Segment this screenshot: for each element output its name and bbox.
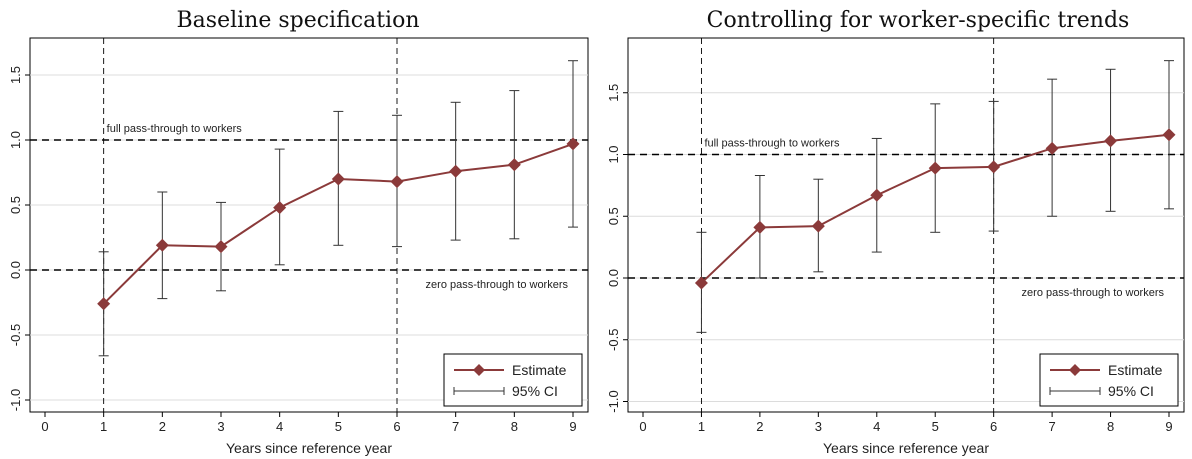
plot-frame bbox=[627, 37, 1185, 413]
chart-panel-worker-trends: Controlling for worker-specific trends -1… bbox=[596, 0, 1192, 459]
legend-estimate-marker bbox=[1069, 364, 1081, 376]
legend-estimate-marker bbox=[473, 364, 485, 376]
legend-label-estimate: Estimate bbox=[1108, 362, 1163, 378]
x-tick-label: 3 bbox=[217, 419, 224, 434]
estimate-point bbox=[331, 172, 345, 186]
x-tick-label: 0 bbox=[41, 419, 48, 434]
estimate-point bbox=[507, 158, 521, 172]
x-tick-label: 7 bbox=[1048, 419, 1055, 434]
chart-panel-baseline: Baseline specification -1.0 -0.5 0.0 0.5 1.0 1… bbox=[8, 8, 589, 456]
y-tick-label: 0.5 bbox=[606, 207, 621, 225]
chart-title: Controlling for worker-specific trends bbox=[707, 8, 1130, 33]
legend: Estimate 95% CI bbox=[1039, 353, 1179, 407]
estimate-point bbox=[97, 297, 111, 311]
y-tick-label: 0.5 bbox=[8, 196, 23, 214]
legend-box bbox=[443, 353, 583, 407]
x-tick-label: 4 bbox=[873, 419, 880, 434]
chart-worker-trends: Controlling for worker-specific trends -1… bbox=[606, 8, 1185, 456]
estimate-point bbox=[390, 175, 404, 189]
y-tick-label: 1.0 bbox=[606, 145, 621, 163]
y-tick-label: -0.5 bbox=[606, 329, 621, 351]
estimate-point bbox=[928, 161, 942, 175]
y-tick-label: 0.0 bbox=[8, 261, 23, 279]
x-tick-label: 5 bbox=[932, 419, 939, 434]
estimate-point bbox=[1045, 141, 1059, 155]
legend-label-estimate: Estimate bbox=[512, 362, 567, 378]
legend-label-ci: 95% CI bbox=[1108, 383, 1154, 399]
reference-label-zero: zero pass-through to workers bbox=[426, 279, 569, 291]
x-tick-label: 8 bbox=[511, 419, 518, 434]
y-tick-label: 1.5 bbox=[8, 66, 23, 84]
x-axis-label: Years since reference year bbox=[823, 440, 989, 456]
estimate-point bbox=[155, 238, 169, 252]
chart-title: Baseline specification bbox=[177, 8, 420, 33]
x-tick-label: 5 bbox=[335, 419, 342, 434]
estimate-point bbox=[1162, 128, 1176, 142]
legend-label-ci: 95% CI bbox=[512, 383, 558, 399]
legend-box bbox=[1039, 353, 1179, 407]
y-tick-label: -1.0 bbox=[606, 390, 621, 412]
estimate-point bbox=[753, 220, 767, 234]
reference-label-zero: zero pass-through to workers bbox=[1022, 287, 1165, 299]
estimate-point bbox=[214, 240, 228, 254]
estimate-point bbox=[987, 160, 1001, 174]
y-tick-label: 0.0 bbox=[606, 269, 621, 287]
x-tick-label: 6 bbox=[990, 419, 997, 434]
x-tick-label: 3 bbox=[815, 419, 822, 434]
x-tick-label: 8 bbox=[1107, 419, 1114, 434]
x-tick-label: 9 bbox=[569, 419, 576, 434]
x-tick-label: 2 bbox=[756, 419, 763, 434]
estimate-point bbox=[694, 276, 708, 290]
y-tick-label: -1.0 bbox=[8, 389, 23, 411]
legend: Estimate 95% CI bbox=[443, 353, 583, 407]
x-tick-label: 6 bbox=[393, 419, 400, 434]
x-tick-label: 1 bbox=[100, 419, 107, 434]
estimate-point bbox=[870, 188, 884, 202]
x-tick-label: 9 bbox=[1165, 419, 1172, 434]
estimate-point bbox=[1104, 134, 1118, 148]
y-tick-label: 1.5 bbox=[606, 84, 621, 102]
x-tick-label: 2 bbox=[159, 419, 166, 434]
x-tick-label: 7 bbox=[452, 419, 459, 434]
x-axis-label: Years since reference year bbox=[226, 440, 392, 456]
estimate-point bbox=[449, 164, 463, 178]
plot-frame bbox=[29, 37, 589, 413]
estimate-point bbox=[566, 137, 580, 151]
reference-label-full: full pass-through to workers bbox=[107, 123, 243, 135]
x-tick-label: 1 bbox=[698, 419, 705, 434]
estimate-point bbox=[273, 201, 287, 215]
x-tick-label: 0 bbox=[639, 419, 646, 434]
chart-baseline: Baseline specification -1.0 -0.5 0.0 0.5 1.0 1… bbox=[8, 8, 589, 456]
y-tick-label: 1.0 bbox=[8, 131, 23, 149]
x-tick-label: 4 bbox=[276, 419, 283, 434]
reference-label-full: full pass-through to workers bbox=[704, 138, 840, 150]
y-tick-label: -0.5 bbox=[8, 324, 23, 346]
estimate-point bbox=[811, 219, 825, 233]
